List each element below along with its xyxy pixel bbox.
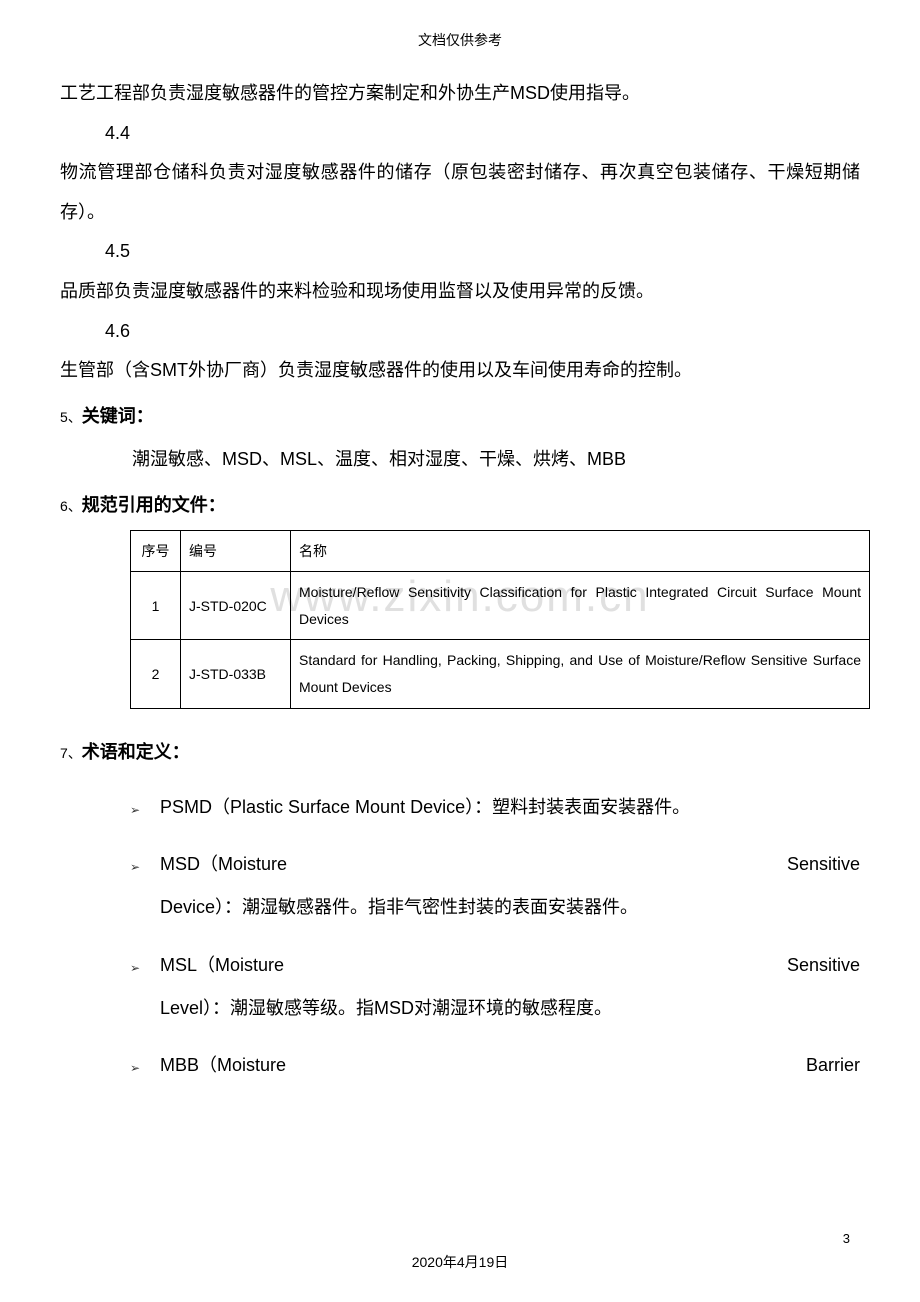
bullet-icon: ➢ (130, 954, 140, 983)
table-cell-code: J-STD-020C (181, 572, 291, 640)
table-cell-seq: 2 (131, 640, 181, 708)
term-item-mbb: ➢ MBB（Moisture Barrier (130, 1044, 860, 1087)
terms-list: ➢ MSL（Moisture Sensitive (60, 944, 860, 987)
bullet-icon: ➢ (130, 796, 140, 825)
term-msl-left: MSL（Moisture (160, 944, 284, 987)
terms-list: ➢ MBB（Moisture Barrier (60, 1044, 860, 1087)
bullet-icon: ➢ (130, 1054, 140, 1083)
table-cell-seq: 1 (131, 572, 181, 640)
term-item-msl: ➢ MSL（Moisture Sensitive (130, 944, 860, 987)
section-number-4-6: 4.6 (60, 312, 860, 352)
term-mbb-right: Barrier (806, 1044, 860, 1087)
table-row: 2 J-STD-033B Standard for Handling, Pack… (131, 640, 870, 708)
terms-list: ➢ PSMD（Plastic Surface Mount Device）：塑料封… (60, 786, 860, 829)
section-7-heading: 7、术语和定义： (60, 733, 860, 773)
bullet-icon: ➢ (130, 853, 140, 882)
paragraph-4-4: 物流管理部仓储科负责对湿度敏感器件的储存（原包装密封储存、再次真空包装储存、干燥… (60, 153, 860, 232)
table-cell-code: J-STD-033B (181, 640, 291, 708)
section-5-heading: 5、关键词： (60, 397, 860, 437)
section-7-num: 7、 (60, 745, 82, 761)
paragraph-4-6: 生管部（含SMT外协厂商）负责湿度敏感器件的使用以及车间使用寿命的控制。 (60, 351, 860, 391)
term-msd-right: Sensitive (787, 843, 860, 886)
table-header-name: 名称 (291, 530, 870, 572)
footer-date: 2020年4月19日 (0, 1252, 920, 1272)
term-msd-line2: Device）：潮湿敏感器件。指非气密性封装的表面安装器件。 (130, 886, 860, 929)
section-number-4-4: 4.4 (60, 114, 860, 154)
section-number-4-5: 4.5 (60, 232, 860, 272)
term-msd-left: MSD（Moisture (160, 843, 287, 886)
table-header-seq: 序号 (131, 530, 181, 572)
section-6-num: 6、 (60, 498, 82, 514)
table-header-row: 序号 编号 名称 (131, 530, 870, 572)
term-psmd-text: PSMD（Plastic Surface Mount Device）：塑料封装表… (160, 797, 690, 817)
term-item-msd: ➢ MSD（Moisture Sensitive (130, 843, 860, 886)
table-row: 1 J-STD-020C Moisture/Reflow Sensitivity… (131, 572, 870, 640)
table-cell-name: Standard for Handling, Packing, Shipping… (291, 640, 870, 708)
paragraph-4-3: 工艺工程部负责湿度敏感器件的管控方案制定和外协生产MSD使用指导。 (60, 74, 860, 114)
table-header-code: 编号 (181, 530, 291, 572)
section-5-num: 5、 (60, 409, 82, 425)
term-item-psmd: ➢ PSMD（Plastic Surface Mount Device）：塑料封… (130, 786, 860, 829)
term-msl-line2: Level）：潮湿敏感等级。指MSD对潮湿环境的敏感程度。 (130, 987, 860, 1030)
section-6-title: 规范引用的文件： (82, 495, 226, 515)
keywords-text: 潮湿敏感、MSD、MSL、温度、相对湿度、干燥、烘烤、MBB (60, 440, 860, 480)
section-7-title: 术语和定义： (82, 742, 190, 762)
paragraph-4-5: 品质部负责湿度敏感器件的来料检验和现场使用监督以及使用异常的反馈。 (60, 272, 860, 312)
section-6-heading: 6、规范引用的文件： (60, 486, 860, 526)
references-table: 序号 编号 名称 1 J-STD-020C Moisture/Reflow Se… (130, 530, 870, 709)
page-number: 3 (843, 1231, 850, 1246)
term-mbb-left: MBB（Moisture (160, 1044, 286, 1087)
term-msl-right: Sensitive (787, 944, 860, 987)
section-5-title: 关键词： (82, 406, 154, 426)
terms-list: ➢ MSD（Moisture Sensitive (60, 843, 860, 886)
table-cell-name: Moisture/Reflow Sensitivity Classificati… (291, 572, 870, 640)
page-header: 文档仅供参考 (60, 30, 860, 50)
